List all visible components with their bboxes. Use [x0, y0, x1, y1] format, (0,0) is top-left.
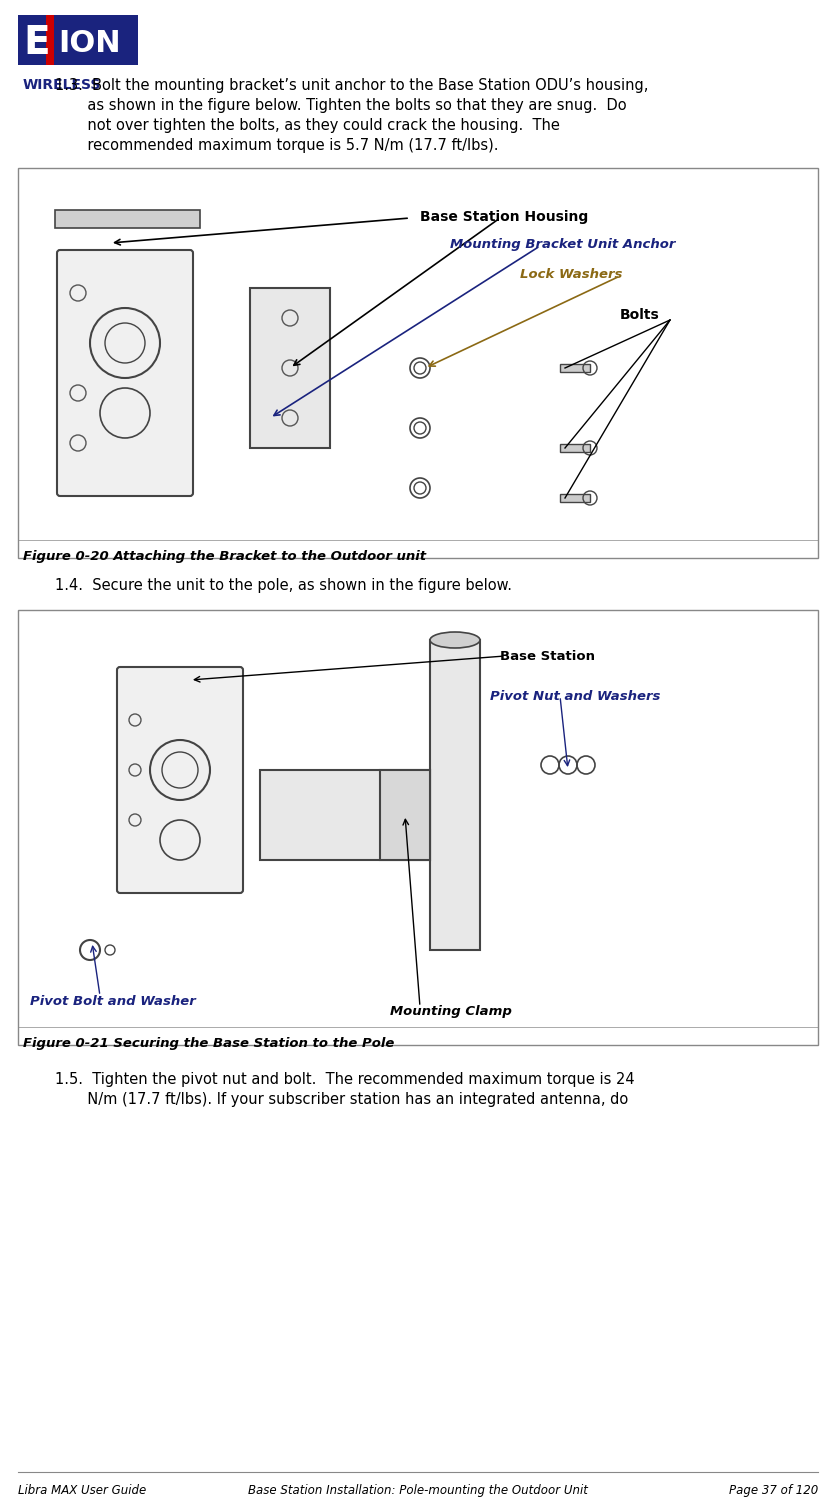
Bar — [55, 210, 200, 228]
Text: Base Station Housing: Base Station Housing — [420, 210, 589, 224]
Text: Figure 0-21 Securing the Base Station to the Pole: Figure 0-21 Securing the Base Station to… — [23, 1036, 395, 1050]
Text: Base Station Installation: Pole-mounting the Outdoor Unit: Base Station Installation: Pole-mounting… — [248, 1484, 588, 1497]
Text: Libra MAX User Guide: Libra MAX User Guide — [18, 1484, 146, 1497]
Text: 1.4.  Secure the unit to the pole, as shown in the figure below.: 1.4. Secure the unit to the pole, as sho… — [55, 578, 512, 592]
Text: Mounting Clamp: Mounting Clamp — [390, 1005, 512, 1019]
Bar — [560, 494, 590, 502]
Text: Mounting Bracket Unit Anchor: Mounting Bracket Unit Anchor — [450, 238, 675, 250]
Bar — [260, 770, 430, 859]
Text: Base Station: Base Station — [500, 650, 595, 663]
Text: Bolts: Bolts — [620, 308, 660, 322]
Text: Figure 0-20 Attaching the Bracket to the Outdoor unit: Figure 0-20 Attaching the Bracket to the… — [23, 550, 426, 562]
Bar — [250, 288, 330, 448]
Bar — [380, 770, 430, 859]
Bar — [18, 15, 138, 64]
Text: Pivot Nut and Washers: Pivot Nut and Washers — [490, 690, 660, 703]
Text: N/m (17.7 ft/lbs). If your subscriber station has an integrated antenna, do: N/m (17.7 ft/lbs). If your subscriber st… — [55, 1092, 628, 1107]
FancyBboxPatch shape — [57, 251, 193, 496]
Text: WIRELESS: WIRELESS — [23, 78, 101, 92]
Bar — [18, 168, 818, 558]
Text: as shown in the figure below. Tighten the bolts so that they are snug.  Do: as shown in the figure below. Tighten th… — [55, 98, 627, 112]
Text: 1.3.  Bolt the mounting bracket’s unit anchor to the Base Station ODU’s housing,: 1.3. Bolt the mounting bracket’s unit an… — [55, 78, 649, 93]
Text: recommended maximum torque is 5.7 N/m (17.7 ft/lbs).: recommended maximum torque is 5.7 N/m (1… — [55, 138, 498, 153]
FancyBboxPatch shape — [117, 668, 243, 892]
Bar — [430, 640, 480, 950]
Bar — [46, 15, 54, 64]
Text: ION: ION — [58, 28, 120, 57]
Text: Pivot Bolt and Washer: Pivot Bolt and Washer — [30, 994, 196, 1008]
Bar — [18, 610, 818, 1046]
Text: 1.5.  Tighten the pivot nut and bolt.  The recommended maximum torque is 24: 1.5. Tighten the pivot nut and bolt. The… — [55, 1072, 635, 1088]
Text: Page 37 of 120: Page 37 of 120 — [729, 1484, 818, 1497]
Bar — [560, 444, 590, 452]
Text: Lock Washers: Lock Washers — [520, 268, 622, 280]
Bar — [560, 364, 590, 372]
Ellipse shape — [430, 632, 480, 648]
Text: not over tighten the bolts, as they could crack the housing.  The: not over tighten the bolts, as they coul… — [55, 118, 560, 134]
Text: E: E — [23, 24, 49, 62]
